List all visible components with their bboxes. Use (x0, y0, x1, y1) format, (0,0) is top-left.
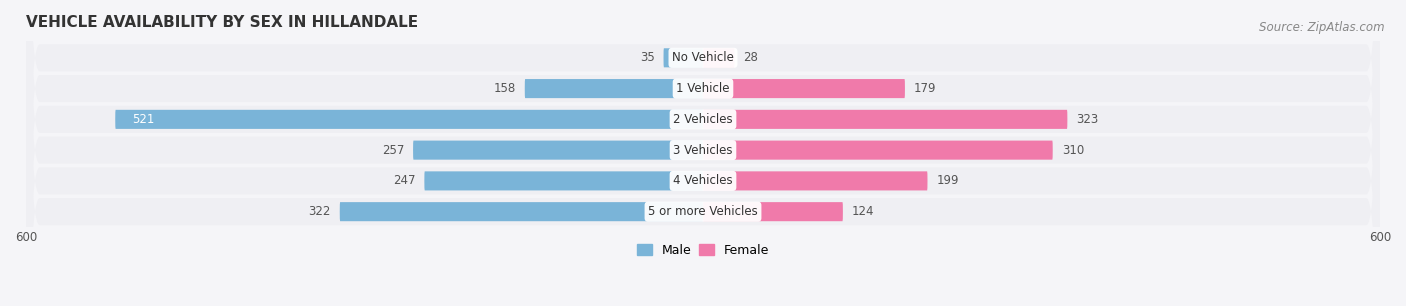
FancyBboxPatch shape (703, 140, 1053, 160)
FancyBboxPatch shape (340, 202, 703, 221)
Text: 199: 199 (936, 174, 959, 187)
FancyBboxPatch shape (664, 48, 703, 67)
FancyBboxPatch shape (425, 171, 703, 190)
Legend: Male, Female: Male, Female (631, 239, 775, 262)
FancyBboxPatch shape (703, 48, 734, 67)
FancyBboxPatch shape (27, 0, 1379, 306)
Text: No Vehicle: No Vehicle (672, 51, 734, 64)
FancyBboxPatch shape (703, 79, 905, 98)
FancyBboxPatch shape (524, 79, 703, 98)
Text: 257: 257 (381, 144, 404, 157)
Text: 310: 310 (1062, 144, 1084, 157)
FancyBboxPatch shape (27, 0, 1379, 306)
Text: 179: 179 (914, 82, 936, 95)
Text: 28: 28 (744, 51, 758, 64)
Text: 3 Vehicles: 3 Vehicles (673, 144, 733, 157)
Text: 35: 35 (640, 51, 654, 64)
Text: 323: 323 (1077, 113, 1098, 126)
Text: 247: 247 (392, 174, 415, 187)
Text: Source: ZipAtlas.com: Source: ZipAtlas.com (1260, 21, 1385, 34)
Text: 2 Vehicles: 2 Vehicles (673, 113, 733, 126)
Text: VEHICLE AVAILABILITY BY SEX IN HILLANDALE: VEHICLE AVAILABILITY BY SEX IN HILLANDAL… (27, 15, 418, 30)
Text: 158: 158 (494, 82, 516, 95)
FancyBboxPatch shape (27, 0, 1379, 306)
FancyBboxPatch shape (703, 171, 928, 190)
Text: 322: 322 (308, 205, 330, 218)
FancyBboxPatch shape (27, 0, 1379, 306)
FancyBboxPatch shape (413, 140, 703, 160)
FancyBboxPatch shape (27, 0, 1379, 306)
Text: 124: 124 (852, 205, 875, 218)
FancyBboxPatch shape (703, 202, 842, 221)
Text: 521: 521 (132, 113, 155, 126)
FancyBboxPatch shape (703, 110, 1067, 129)
FancyBboxPatch shape (27, 0, 1379, 306)
FancyBboxPatch shape (115, 110, 703, 129)
Text: 4 Vehicles: 4 Vehicles (673, 174, 733, 187)
Text: 1 Vehicle: 1 Vehicle (676, 82, 730, 95)
Text: 5 or more Vehicles: 5 or more Vehicles (648, 205, 758, 218)
